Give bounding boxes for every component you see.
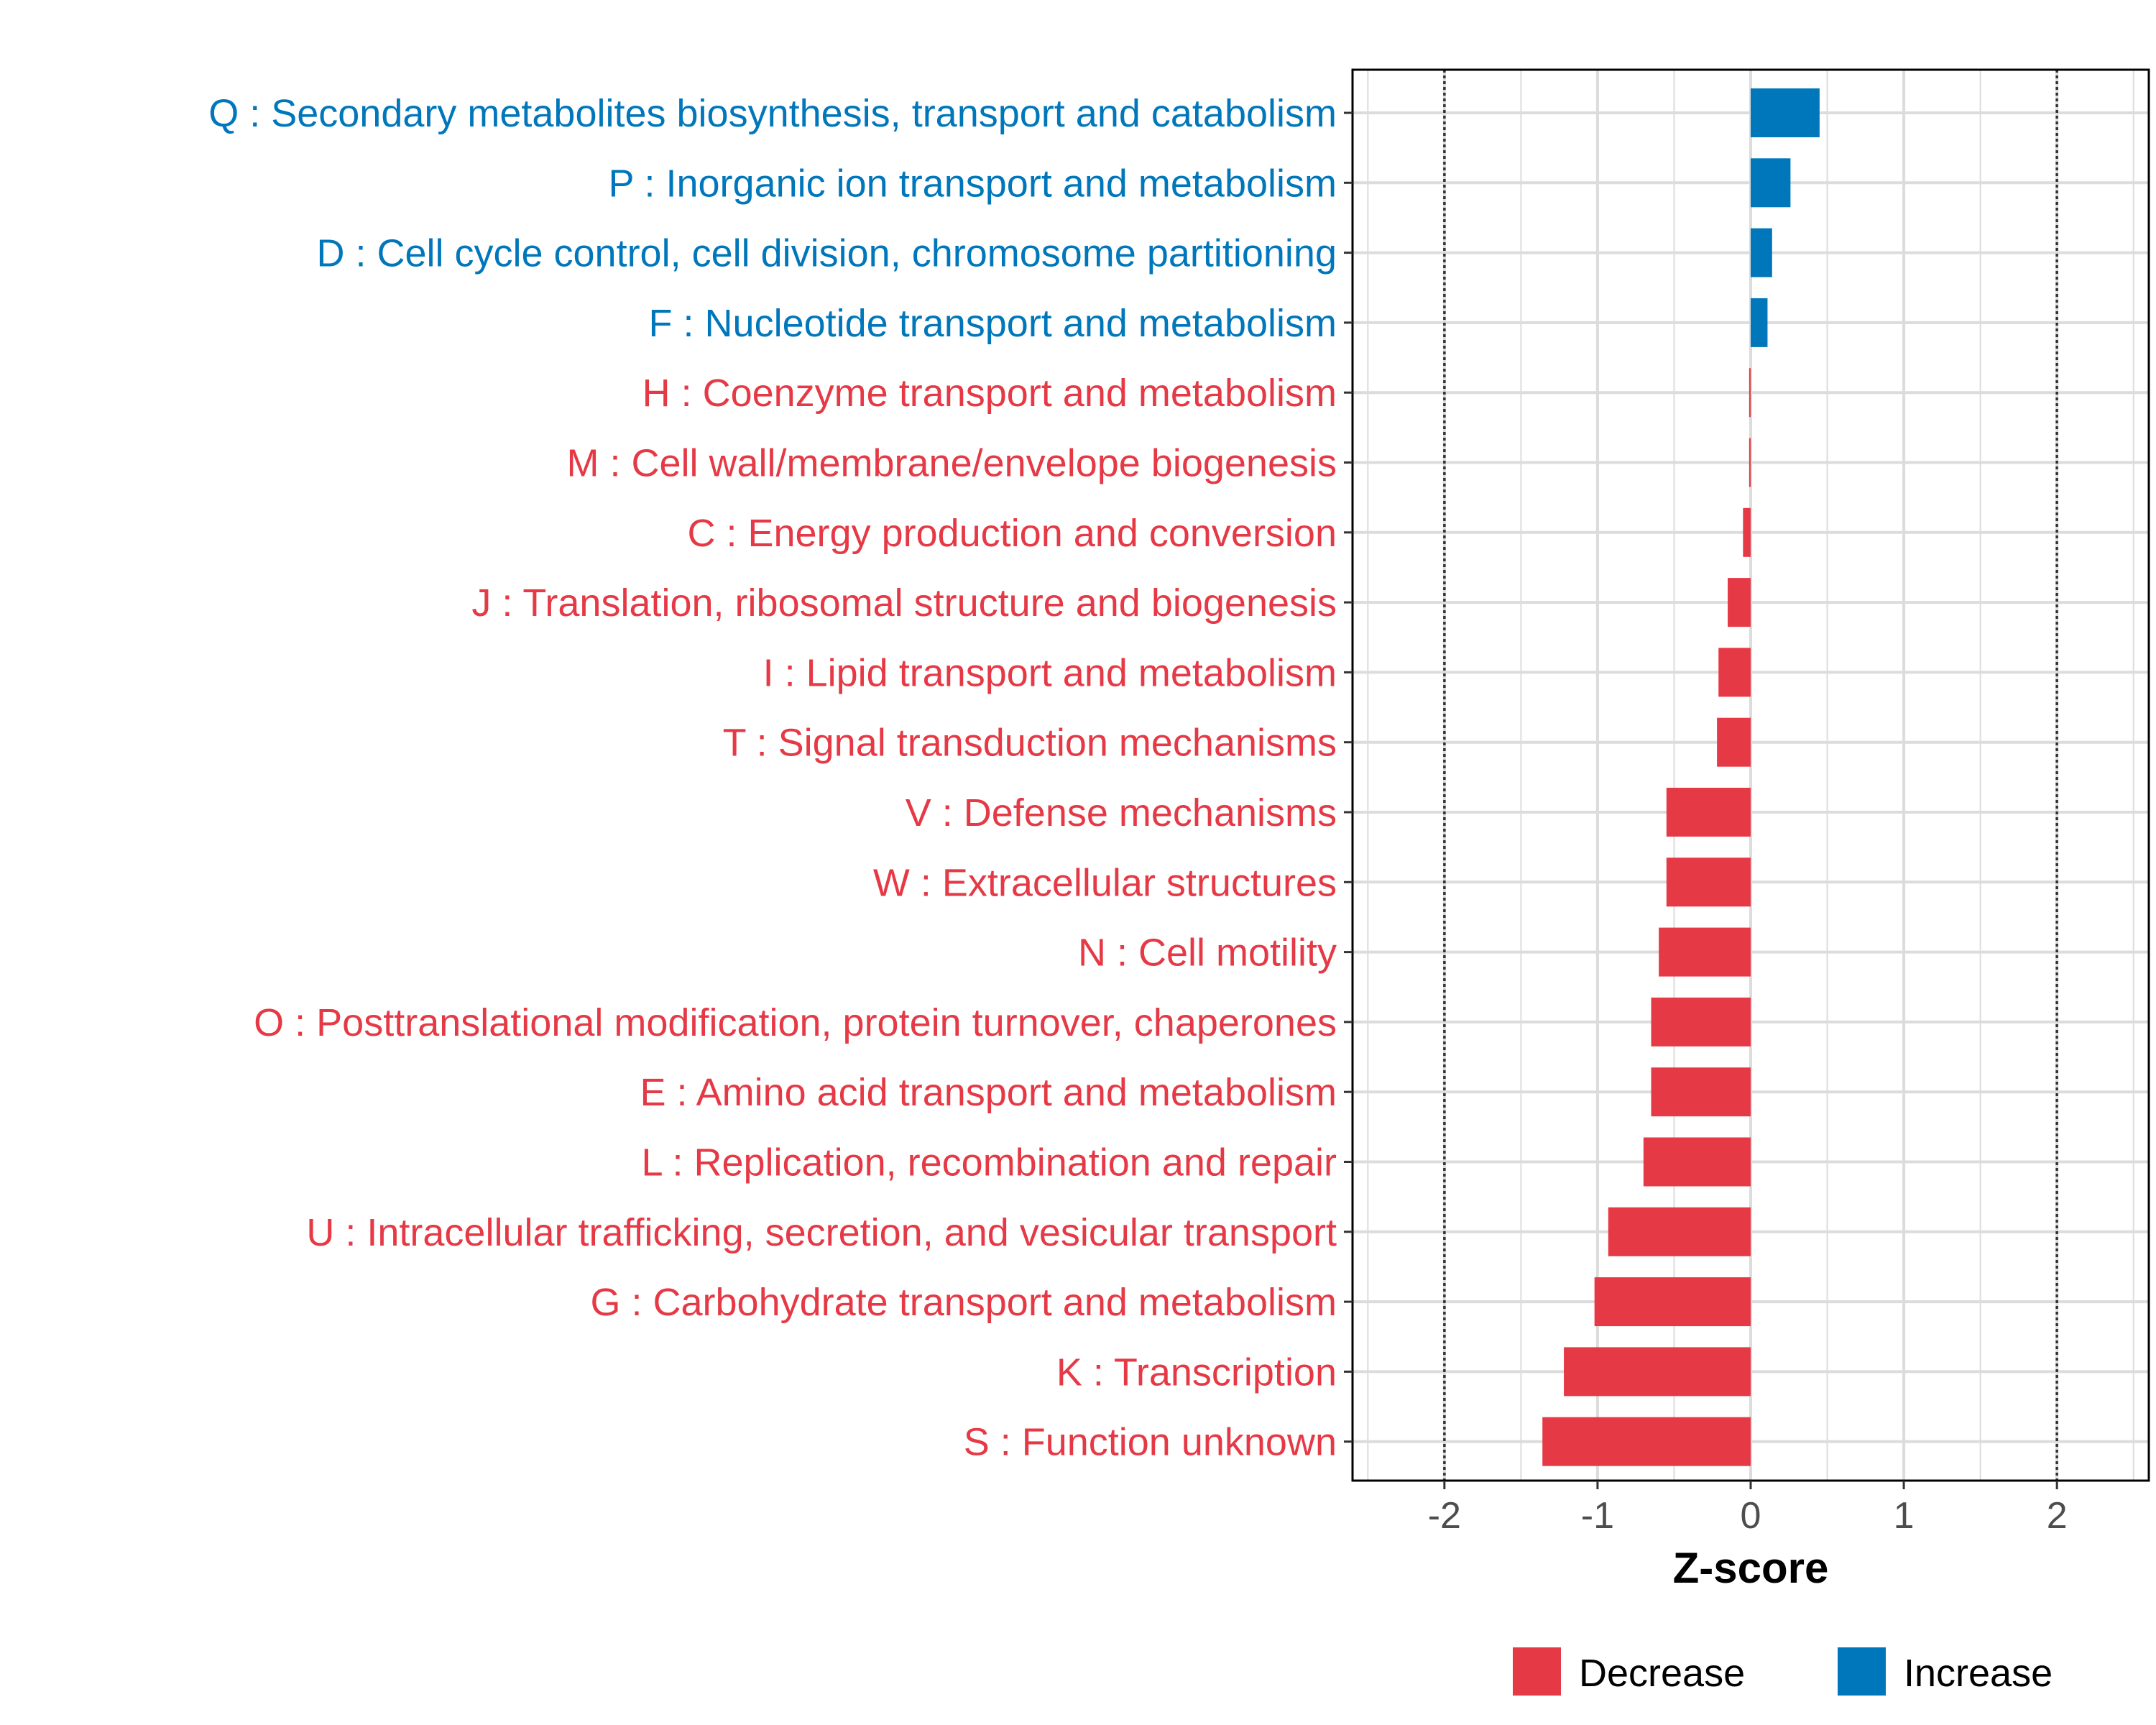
category-label: D : Cell cycle control, cell division, c… — [316, 232, 1337, 275]
y-axis-ticks — [1344, 111, 1353, 1443]
category-label: L : Replication, recombination and repai… — [641, 1141, 1337, 1184]
bar — [1751, 298, 1768, 347]
bar — [1666, 857, 1751, 907]
category-label: C : Energy production and conversion — [687, 512, 1337, 555]
category-label: J : Translation, ribosomal structure and… — [471, 581, 1337, 625]
bar — [1749, 438, 1751, 487]
x-axis-labels: -2 -1 0 1 2 — [1428, 1495, 2068, 1537]
reference-lines — [1443, 70, 2058, 1481]
bar — [1717, 717, 1751, 767]
x-tick-label: -1 — [1581, 1495, 1614, 1537]
category-label: U : Intracellular trafficking, secretion… — [306, 1211, 1337, 1254]
category-label: V : Defense mechanisms — [906, 791, 1337, 834]
category-label: N : Cell motility — [1078, 932, 1337, 975]
category-label: W : Extracellular structures — [873, 861, 1337, 904]
legend-label: Decrease — [1579, 1652, 1745, 1695]
category-label: I : Lipid transport and metabolism — [763, 651, 1337, 694]
x-tick-label: 2 — [2047, 1495, 2068, 1537]
bar — [1751, 228, 1772, 277]
bars — [1542, 88, 1820, 1466]
x-axis-ticks — [1443, 1481, 2058, 1489]
bar — [1659, 927, 1751, 977]
bar — [1743, 507, 1751, 557]
bar — [1728, 578, 1751, 627]
bar — [1594, 1277, 1751, 1327]
bar — [1608, 1207, 1751, 1256]
category-label: S : Function unknown — [964, 1421, 1337, 1464]
category-label: E : Amino acid transport and metabolism — [640, 1071, 1337, 1114]
x-tick-label: -2 — [1428, 1495, 1461, 1537]
bar — [1651, 997, 1751, 1046]
bar — [1651, 1067, 1751, 1117]
x-tick-label: 1 — [1894, 1495, 1915, 1537]
category-label: Q : Secondary metabolites biosynthesis, … — [208, 92, 1337, 135]
category-label: M : Cell wall/membrane/envelope biogenes… — [566, 442, 1337, 485]
bar — [1718, 648, 1751, 697]
bar — [1643, 1137, 1751, 1187]
bar — [1749, 368, 1751, 418]
bar — [1751, 88, 1820, 137]
bar — [1564, 1347, 1751, 1397]
x-axis-title: Z-score — [1673, 1544, 1829, 1592]
bar — [1666, 788, 1751, 837]
x-tick-label: 0 — [1741, 1495, 1761, 1537]
bar — [1751, 158, 1791, 208]
category-label: H : Coenzyme transport and metabolism — [642, 372, 1337, 415]
category-label: F : Nucleotide transport and metabolism — [649, 302, 1337, 345]
legend: Decrease Increase — [1513, 1647, 2053, 1696]
category-label: T : Signal transduction mechanisms — [723, 722, 1337, 765]
category-label: G : Carbohydrate transport and metabolis… — [591, 1281, 1337, 1324]
bar — [1542, 1417, 1751, 1466]
category-label: K : Transcription — [1056, 1351, 1337, 1394]
legend-swatch — [1513, 1647, 1561, 1696]
category-label: P : Inorganic ion transport and metaboli… — [608, 162, 1337, 205]
legend-label: Increase — [1904, 1652, 2053, 1695]
category-label: O : Posttranslational modification, prot… — [254, 1001, 1337, 1044]
y-axis-labels: Q : Secondary metabolites biosynthesis, … — [208, 92, 1337, 1464]
legend-swatch — [1838, 1647, 1886, 1696]
